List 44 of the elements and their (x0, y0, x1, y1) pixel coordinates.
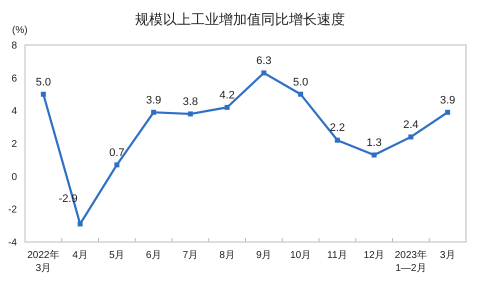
y-tick-label: 0 (11, 172, 18, 183)
x-tick-label: 6月 (146, 250, 162, 261)
data-label: 1.3 (366, 136, 382, 149)
y-axis-title: (%) (12, 25, 28, 36)
point (224, 104, 230, 110)
point (114, 162, 120, 168)
y-tick-label: -2 (8, 204, 18, 216)
x-tick-label: 2023年 1—2月 (394, 249, 427, 274)
y-tick-label: 4 (11, 106, 18, 118)
x-tick-label: 12月 (364, 250, 385, 261)
data-label: 3.9 (146, 94, 162, 106)
data-label: 3.9 (440, 94, 456, 106)
point (78, 221, 83, 226)
data-label: 4.2 (219, 89, 235, 102)
data-label: 6.3 (256, 54, 272, 67)
y-tick-label: -4 (8, 238, 18, 248)
point (445, 110, 450, 115)
point (261, 70, 266, 76)
data-label: 5.0 (36, 76, 52, 88)
chart-title: 规模以上工业增加值同比增长速度 (135, 11, 345, 27)
x-tick-label: 7月 (182, 250, 198, 261)
point (188, 111, 193, 116)
data-label: 2.2 (330, 122, 346, 134)
data-label: 5.0 (292, 76, 308, 88)
x-tick-label: 5月 (109, 250, 125, 261)
x-tick-label: 8月 (219, 250, 235, 261)
point (40, 92, 46, 97)
y-tick-label: 8 (11, 40, 18, 52)
point (298, 92, 304, 97)
data-label: 2.4 (403, 118, 419, 131)
x-tick-label: 3月 (440, 250, 456, 261)
point (151, 110, 156, 115)
x-tick-label: 11月 (327, 250, 348, 261)
point (408, 134, 414, 140)
data-label: 0.7 (109, 146, 125, 159)
x-tick-label: 2022年 3月 (27, 249, 60, 274)
x-tick-label: 4月 (72, 250, 88, 261)
x-tick-label: 9月 (256, 250, 272, 261)
point (334, 138, 340, 143)
y-tick-label: 6 (11, 73, 18, 84)
x-tick-label: 10月 (290, 250, 312, 261)
data-label: 3.8 (182, 96, 198, 108)
point (372, 152, 377, 158)
y-tick-label: 2 (11, 139, 18, 150)
